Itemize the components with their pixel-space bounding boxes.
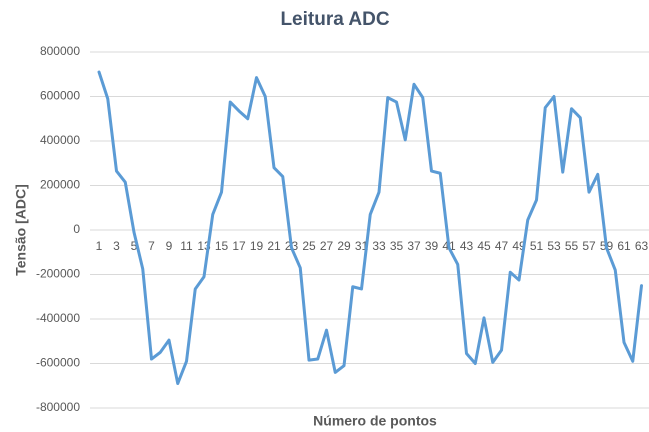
x-tick-label: 9 (166, 239, 173, 253)
x-tick-label: 53 (547, 239, 561, 253)
x-tick-label: 45 (477, 239, 491, 253)
y-axis-label: Tensão [ADC] (13, 184, 29, 276)
x-tick-label: 39 (425, 239, 439, 253)
x-axis-label: Número de pontos (313, 413, 437, 429)
x-tick-label: 11 (180, 239, 193, 253)
y-tick-label: 800000 (40, 44, 80, 58)
x-tick-label: 61 (617, 239, 631, 253)
x-tick-label: 29 (337, 239, 351, 253)
x-tick-label: 19 (250, 239, 264, 253)
x-tick-label: 57 (582, 239, 596, 253)
x-tick-label: 1 (96, 239, 103, 253)
x-tick-label: 7 (148, 239, 155, 253)
x-tick-label: 37 (407, 239, 421, 253)
x-tick-label: 17 (232, 239, 246, 253)
x-tick-label: 15 (215, 239, 229, 253)
y-tick-label: 400000 (40, 133, 80, 147)
x-tick-label: 51 (530, 239, 544, 253)
x-tick-label: 33 (372, 239, 386, 253)
x-tick-label: 43 (460, 239, 474, 253)
y-tick-label: 0 (73, 222, 80, 236)
x-tick-label: 5 (131, 239, 138, 253)
y-tick-label: 200000 (40, 178, 80, 192)
x-tick-label: 35 (390, 239, 404, 253)
y-tick-label: -200000 (36, 267, 80, 281)
x-tick-label: 63 (635, 239, 649, 253)
x-tick-label: 25 (302, 239, 316, 253)
chart-title: Leitura ADC (280, 9, 389, 30)
y-tick-label: -400000 (36, 311, 80, 325)
y-tick-label: -600000 (36, 356, 80, 370)
x-tick-label: 3 (113, 239, 120, 253)
x-tick-label: 27 (320, 239, 334, 253)
x-tick-label: 55 (565, 239, 579, 253)
x-tick-label: 47 (495, 239, 509, 253)
x-tick-label: 21 (267, 239, 281, 253)
y-tick-label: 600000 (40, 89, 80, 103)
y-tick-label: -800000 (36, 400, 80, 414)
data-line (97, 70, 643, 386)
